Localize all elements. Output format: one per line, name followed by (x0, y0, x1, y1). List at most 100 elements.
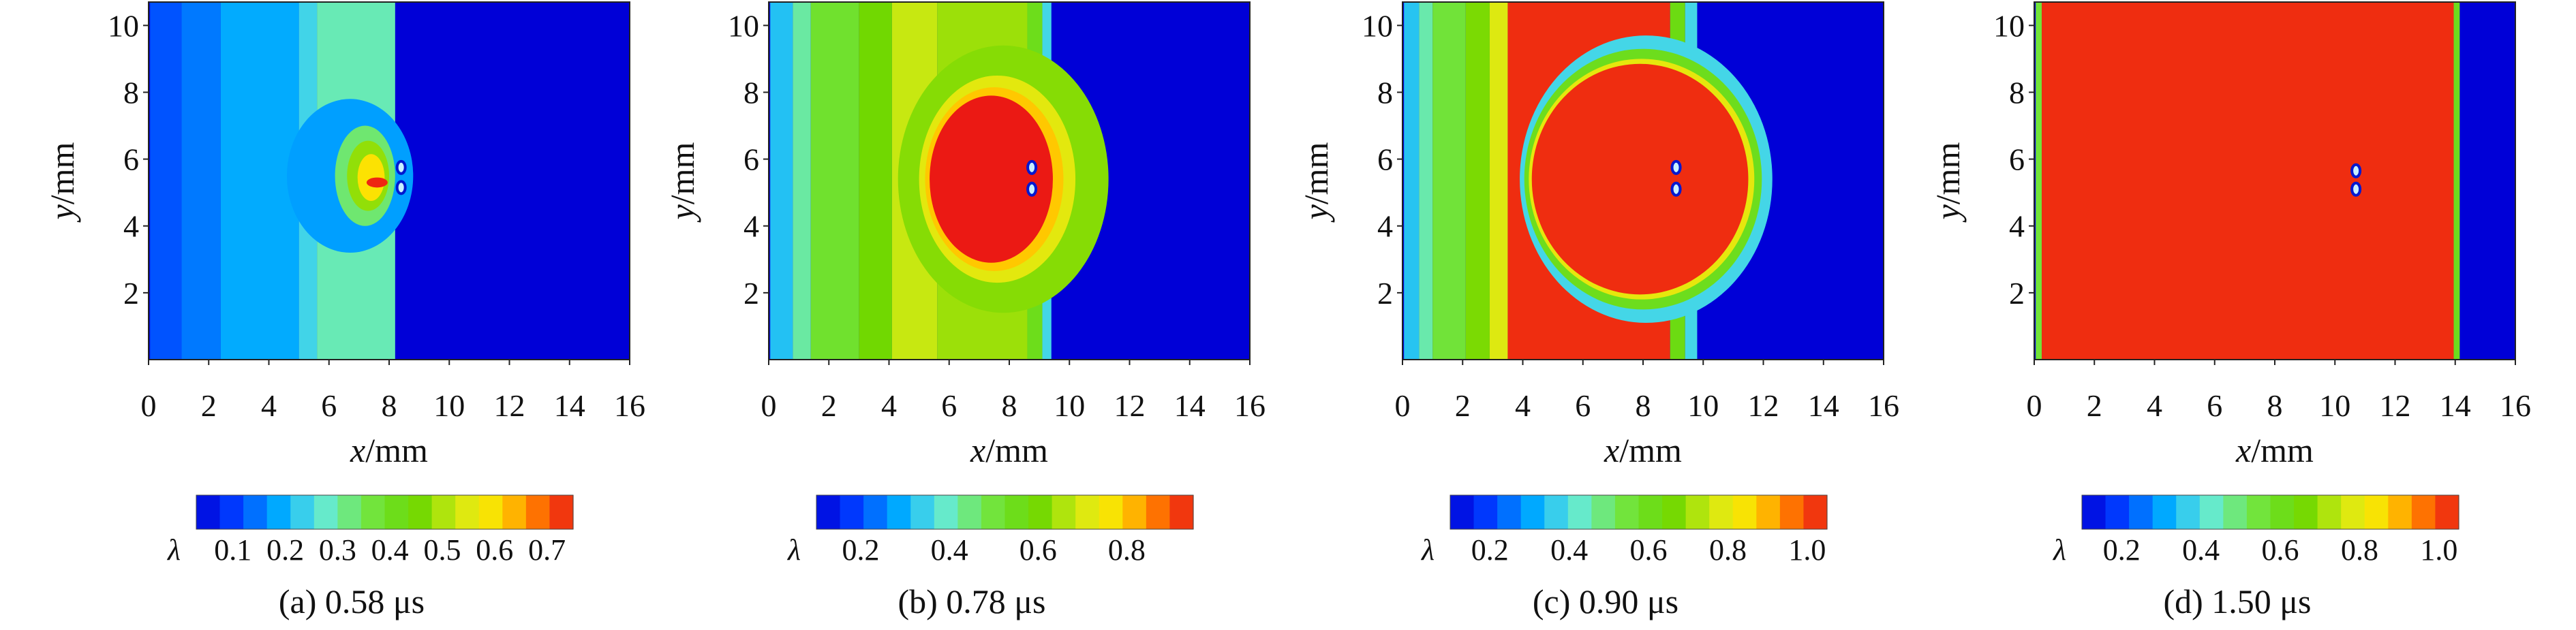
colorbar-tick-label: 0.4 (1550, 533, 1588, 567)
x-axis-label: x/mm (350, 431, 428, 469)
colorbar-tick-label: 0.2 (2103, 533, 2141, 567)
panel-caption: (c) 0.90 μs (1533, 582, 1678, 620)
cavity-marker (2350, 181, 2362, 197)
y-tick-label: 8 (2009, 75, 2025, 110)
panel-caption: (d) 1.50 μs (2163, 582, 2311, 620)
x-tick-label: 6 (321, 388, 337, 423)
x-tick-label: 10 (1054, 388, 1085, 423)
panel-caption: (a) 0.58 μs (279, 582, 425, 620)
x-axis-var: x (970, 431, 985, 469)
heatmap-region (366, 177, 388, 188)
colorbar-segment (431, 495, 456, 529)
x-axis-unit: /mm (2251, 431, 2314, 469)
colorbar-tick-label: 0.6 (476, 533, 513, 567)
heatmap-field (149, 2, 630, 360)
colorbar-segment (1028, 495, 1053, 529)
x-tick-label: 4 (2147, 388, 2162, 423)
colorbar-segment (1591, 495, 1616, 529)
colorbar-tick-label: 0.1 (214, 533, 251, 567)
colorbar-tick-label: 0.8 (1108, 533, 1146, 567)
colorbar-segment (1520, 495, 1545, 529)
heatmap-band (793, 2, 811, 360)
colorbar-segment (1169, 495, 1194, 529)
x-tick-label: 12 (494, 388, 525, 423)
colorbar-tick-label: 0.8 (1709, 533, 1747, 567)
colorbar-segment (2199, 495, 2224, 529)
colorbar-segment (887, 495, 911, 529)
x-tick-label: 16 (1234, 388, 1266, 423)
heatmap-band (181, 2, 221, 360)
colorbar-segment (1662, 495, 1687, 529)
colorbar-segment (2388, 495, 2412, 529)
heatmap-band (220, 2, 299, 360)
x-tick-label: 10 (1687, 388, 1719, 423)
colorbar-segment (1005, 495, 1029, 529)
y-axis-unit: /mm (43, 142, 81, 204)
colorbar-segment (384, 495, 409, 529)
x-tick-label: 8 (2267, 388, 2283, 423)
x-tick-label: 14 (2440, 388, 2471, 423)
colorbar-frame (196, 494, 574, 530)
colorbar-frame (816, 494, 1194, 530)
colorbar-segment (1075, 495, 1100, 529)
y-axis-label: y/mm (663, 142, 701, 223)
y-tick-label: 10 (108, 8, 139, 43)
colorbar-segment (2270, 495, 2295, 529)
colorbar-segment (1567, 495, 1592, 529)
y-axis-label: y/mm (1929, 142, 1967, 223)
colorbar-tick-label: 0.7 (528, 533, 566, 567)
heatmap-band (859, 2, 892, 360)
colorbar-segment (1544, 495, 1569, 529)
x-axis-label: x/mm (970, 431, 1048, 469)
colorbar-segment (2341, 495, 2365, 529)
colorbar-tick-label: 0.8 (2341, 533, 2378, 567)
cavity-marker (1670, 181, 1682, 197)
colorbar-tick-label: 0.3 (319, 533, 356, 567)
x-tick-label: 16 (2500, 388, 2531, 423)
colorbar-tick-label: 0.2 (842, 533, 880, 567)
x-tick-label: 14 (1808, 388, 1839, 423)
heatmap-field (1402, 2, 1884, 360)
colorbar-symbol: λ (166, 533, 181, 567)
x-tick-label: 2 (821, 388, 837, 423)
colorbar-segment (337, 495, 362, 529)
colorbar-tick-label: 1.0 (2420, 533, 2457, 567)
y-tick-label: 4 (2009, 209, 2025, 244)
colorbar-segment (1756, 495, 1781, 529)
colorbar-segment (455, 495, 480, 529)
colorbar-segment (408, 495, 433, 529)
x-tick-label: 12 (1748, 388, 1779, 423)
colorbar-segment (290, 495, 315, 529)
colorbar-segment (243, 495, 268, 529)
x-tick-label: 4 (261, 388, 277, 423)
x-tick-label: 8 (382, 388, 397, 423)
colorbar-symbol: λ (2052, 533, 2066, 567)
y-axis-var: y (1297, 204, 1335, 223)
y-tick-label: 6 (123, 142, 139, 177)
colorbar-segment (816, 495, 841, 529)
heatmap-band (1489, 2, 1508, 360)
y-tick-label: 8 (743, 75, 759, 110)
heatmap-region (930, 95, 1053, 263)
x-tick-label: 4 (881, 388, 897, 423)
y-axis-var: y (1929, 204, 1967, 223)
x-axis-var: x (2235, 431, 2251, 469)
heatmap-band (1465, 2, 1490, 360)
colorbar-segment (549, 495, 574, 529)
colorbar-tick-label: 0.4 (371, 533, 409, 567)
x-axis-unit: /mm (365, 431, 428, 469)
y-axis-var: y (663, 204, 701, 223)
y-tick-label: 2 (2009, 276, 2025, 311)
x-tick-label: 10 (433, 388, 465, 423)
heatmap-region (357, 154, 385, 201)
colorbar-segment (2435, 495, 2459, 529)
colorbar: λ 0.1 0.2 0.3 0.4 0.5 0.6 0.7 (166, 494, 574, 567)
colorbar-segment (196, 495, 221, 529)
y-tick-label: 8 (123, 75, 139, 110)
x-tick-label: 14 (1174, 388, 1206, 423)
colorbar-segment (957, 495, 982, 529)
colorbar-segment (2223, 495, 2248, 529)
y-tick-label: 2 (123, 276, 139, 311)
